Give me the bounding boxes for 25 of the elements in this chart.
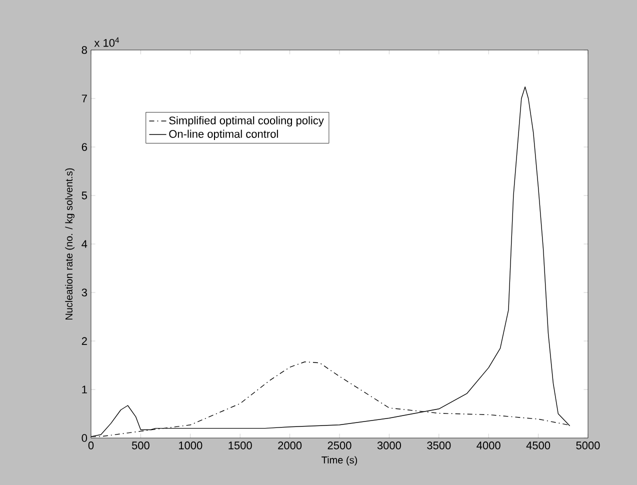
y-tick-label: 4 xyxy=(82,240,88,248)
y-tick-label: 2 xyxy=(82,337,87,345)
x-tick-label: 0 xyxy=(88,442,94,450)
y-axis-title: Nucleation rate (no. / kg solvent.s) xyxy=(65,168,74,320)
x-tick-label: 1500 xyxy=(228,442,252,450)
legend-label: Simplified optimal cooling policy xyxy=(169,116,324,127)
x-axis-title: Time (s) xyxy=(322,456,358,466)
x-tick-label: 3500 xyxy=(427,442,451,450)
x-tick-label: 500 xyxy=(132,442,150,450)
x-tick-label: 2000 xyxy=(278,442,302,450)
x-tick-label: 3000 xyxy=(377,442,401,450)
x-tick-label: 1000 xyxy=(179,442,202,450)
legend-label: On-line optimal control xyxy=(169,130,278,140)
y-tick-label: 8 xyxy=(82,46,87,54)
y-tick-label: 6 xyxy=(82,143,87,151)
x-tick-label: 4000 xyxy=(476,442,500,450)
x-tick-label: 5000 xyxy=(576,442,600,450)
y-tick-label: 1 xyxy=(82,386,87,394)
y-tick-label: 7 xyxy=(82,94,87,102)
text: x 10$^{4}$ xyxy=(94,37,120,47)
y-tick-label: 5 xyxy=(82,192,87,200)
y-tick-label: 0 xyxy=(82,434,88,442)
x-tick-label: 4500 xyxy=(526,442,550,450)
x-tick-label: 2500 xyxy=(328,442,352,450)
y-tick-label: 3 xyxy=(82,288,87,296)
